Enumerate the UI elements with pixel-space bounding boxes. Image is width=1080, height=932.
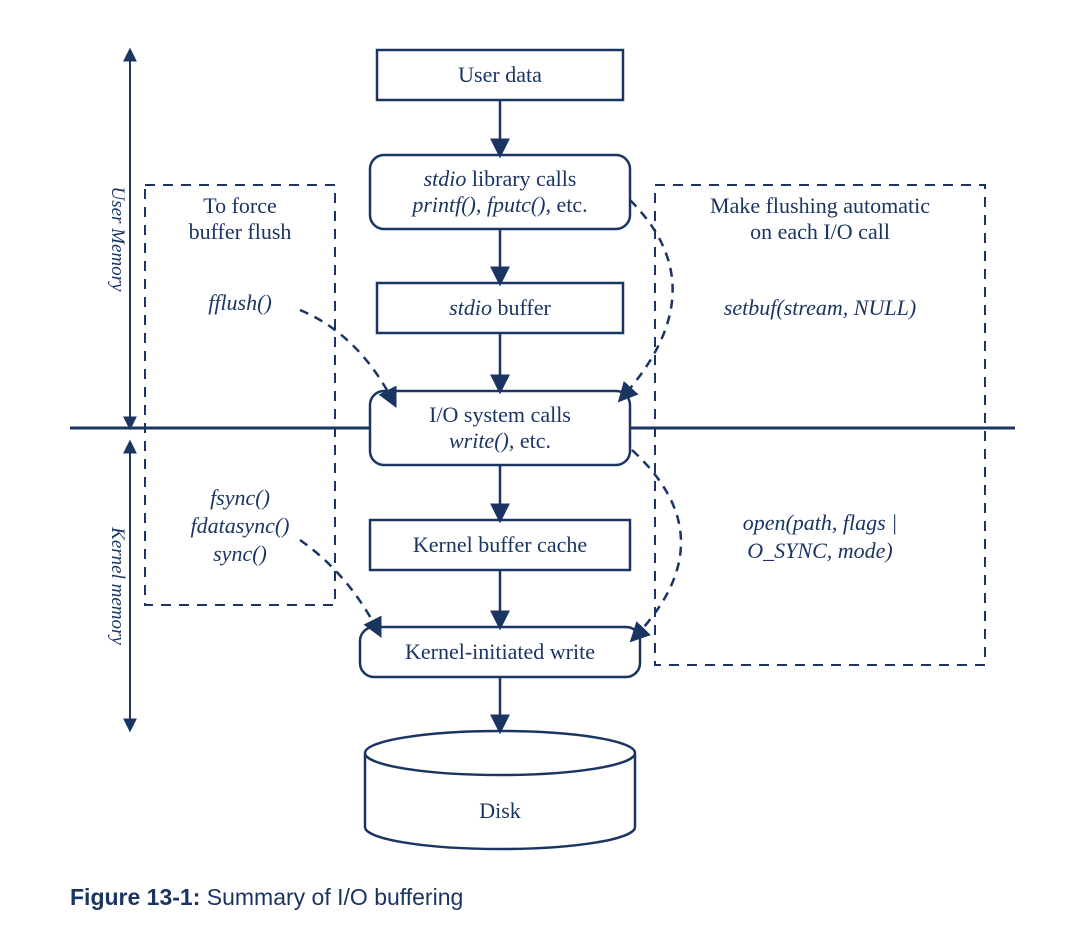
- dashed-arrow: [632, 450, 681, 640]
- svg-text:setbuf(stream, NULL): setbuf(stream, NULL): [724, 295, 916, 320]
- memory-region-label: User Memory: [107, 186, 128, 292]
- svg-text:User data: User data: [458, 62, 542, 87]
- memory-region-label: Kernel memory: [107, 526, 128, 645]
- svg-text:fsync(): fsync(): [210, 485, 270, 510]
- auto-flush-box: [655, 185, 985, 665]
- svg-text:O_SYNC, mode): O_SYNC, mode): [747, 538, 892, 563]
- svg-text:To force: To force: [203, 193, 277, 218]
- svg-text:I/O system calls: I/O system calls: [429, 402, 571, 427]
- svg-text:stdio library calls: stdio library calls: [424, 166, 577, 191]
- disk-label: Disk: [479, 798, 521, 823]
- svg-text:fflush(): fflush(): [208, 290, 272, 315]
- svg-text:Make flushing automatic: Make flushing automatic: [710, 193, 930, 218]
- figure-caption: Figure 13-1: Summary of I/O buffering: [70, 884, 463, 910]
- svg-text:on each I/O call: on each I/O call: [750, 219, 890, 244]
- io-buffering-diagram: To forcebuffer flush fflush() fsync() fdata…: [0, 0, 1080, 932]
- dashed-arrow: [620, 200, 673, 400]
- svg-text:fdatasync(): fdatasync(): [191, 513, 290, 538]
- svg-text:Kernel buffer cache: Kernel buffer cache: [413, 532, 587, 557]
- svg-text:buffer flush: buffer flush: [189, 219, 292, 244]
- svg-text:printf(), fputc(), etc.: printf(), fputc(), etc.: [410, 192, 587, 217]
- svg-text:stdio buffer: stdio buffer: [449, 295, 551, 320]
- svg-text:Kernel-initiated write: Kernel-initiated write: [405, 639, 595, 664]
- dashed-arrow: [300, 540, 380, 635]
- svg-text:open(path, flags |: open(path, flags |: [743, 510, 898, 535]
- svg-text:write(), etc.: write(), etc.: [449, 428, 551, 453]
- svg-text:sync(): sync(): [213, 541, 267, 566]
